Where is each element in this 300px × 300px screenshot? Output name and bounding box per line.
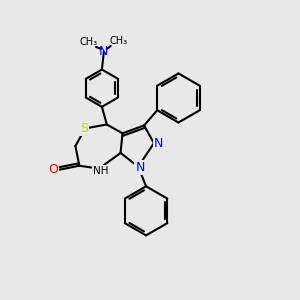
Text: O: O	[48, 163, 58, 176]
Text: CH₃: CH₃	[79, 37, 97, 47]
Text: N: N	[136, 161, 145, 174]
Text: N: N	[99, 45, 109, 58]
Text: NH: NH	[93, 166, 109, 176]
Text: N: N	[154, 136, 164, 150]
Text: S: S	[80, 122, 88, 135]
Text: CH₃: CH₃	[110, 36, 128, 46]
